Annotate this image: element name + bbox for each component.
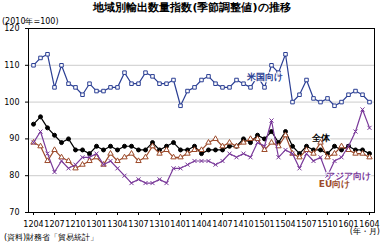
svg-text:100: 100 [4,98,19,107]
svg-text:1410: 1410 [233,220,253,229]
svg-text:1204: 1204 [23,220,43,229]
html-text:(2010年=100): (2010年=100) [2,17,59,26]
svg-text:EU向け: EU向け [318,178,351,189]
svg-text:全体: 全体 [311,132,330,143]
svg-text:1310: 1310 [149,220,169,229]
svg-text:90: 90 [9,134,19,143]
svg-text:1507: 1507 [296,220,316,229]
html-text:地域別輸出数量指数(季節調整値)の推移: 地域別輸出数量指数(季節調整値)の推移 [93,1,291,14]
svg-text:1407: 1407 [212,220,232,229]
html-text:(年・月): (年・月) [349,227,380,236]
svg-text:1207: 1207 [44,220,64,229]
svg-text:1210: 1210 [65,220,85,229]
svg-text:80: 80 [9,171,19,180]
svg-text:1504: 1504 [275,220,295,229]
svg-text:1304: 1304 [107,220,127,229]
svg-text:120: 120 [4,24,19,33]
svg-text:1307: 1307 [128,220,148,229]
svg-text:1301: 1301 [86,220,106,229]
svg-text:70: 70 [9,208,19,217]
html-text:1601 1604: 1601 1604 [338,220,380,230]
svg-text:1501: 1501 [254,220,274,229]
svg-text:米国向け: 米国向け [246,72,283,82]
svg-text:1404: 1404 [191,220,211,229]
html-text:(資料)財務省「貿易統計」: (資料)財務省「貿易統計」 [4,233,99,242]
svg-text:110: 110 [4,61,19,70]
svg-text:1510: 1510 [317,220,337,229]
svg-text:1401: 1401 [170,220,190,229]
svg-text:アジア向け: アジア向け [326,171,371,181]
